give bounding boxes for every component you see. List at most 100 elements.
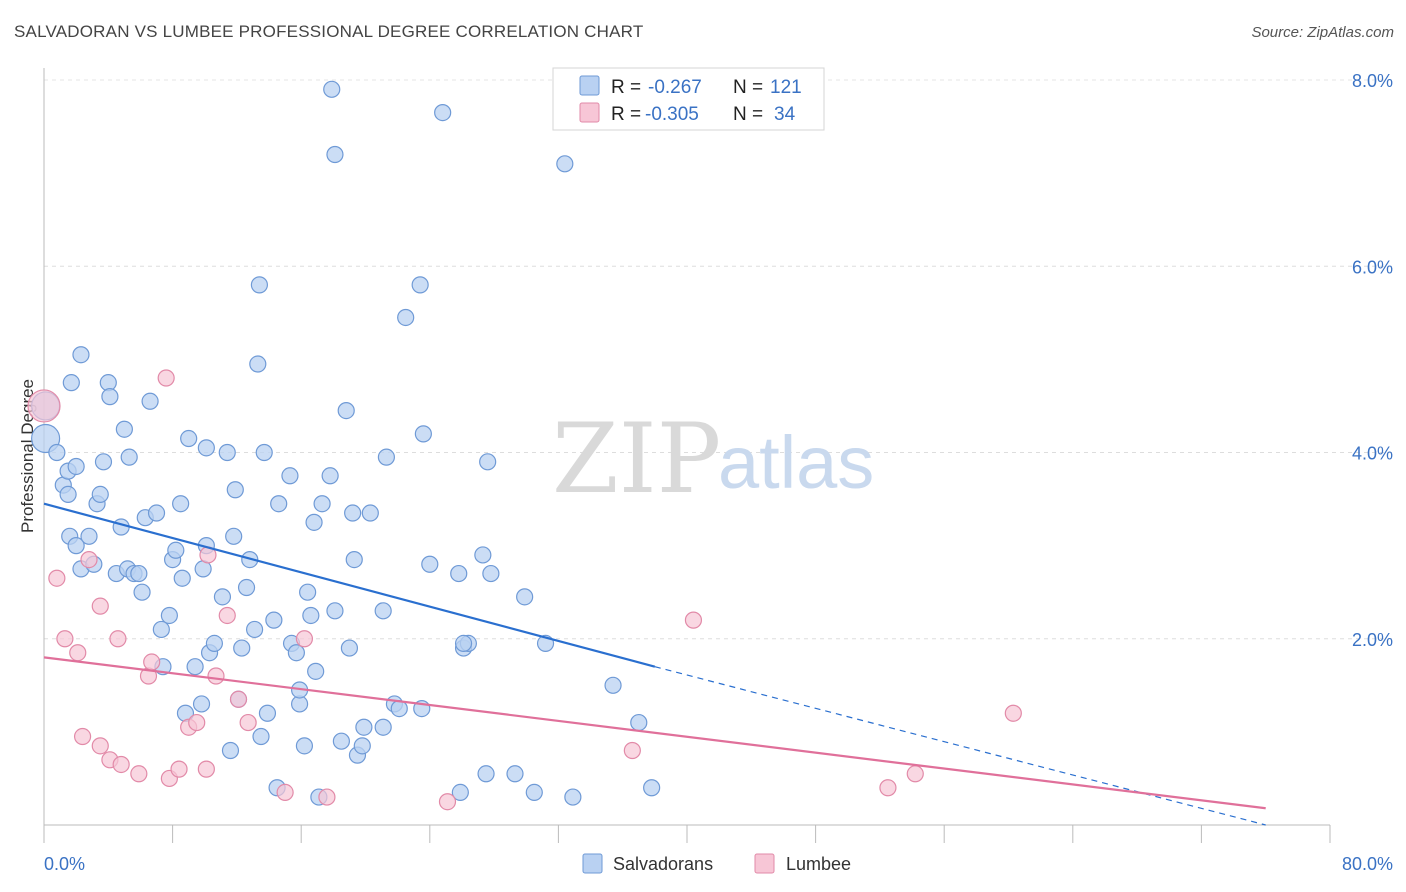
y-tick-label: 8.0% [1352, 71, 1393, 91]
lumbee-trend-line [43, 656, 1266, 810]
lumbee-point [623, 741, 641, 760]
salvadoran-point [506, 765, 524, 783]
salvadoran-point [72, 346, 90, 364]
lumbee-point [197, 760, 215, 778]
salvadoran-point [326, 145, 344, 164]
salvadoran-point [313, 495, 331, 513]
lumbee-point [879, 779, 897, 797]
salvadoran-point [218, 443, 236, 462]
salvadoran-point [147, 504, 166, 522]
salvadoran-point [133, 583, 151, 601]
salvadoran-point [321, 467, 339, 485]
lumbee-point [48, 569, 66, 587]
lumbee-point [157, 369, 175, 387]
salvadoran-point [479, 453, 497, 471]
salvadoran-point [345, 550, 363, 569]
salvadoran-point [101, 388, 119, 406]
series-legend: Salvadorans Lumbee [582, 853, 851, 874]
salvadoran-point [340, 639, 359, 657]
salvadoran-point [130, 564, 148, 583]
salvadoran-point [265, 611, 283, 629]
salvadoran-point [414, 425, 432, 443]
lumbee-point [218, 606, 236, 625]
legend-n-label-2: N = [733, 104, 763, 125]
y-tick-label: 4.0% [1352, 444, 1393, 464]
salvadoran-point [411, 276, 429, 294]
salvadoran-point [167, 541, 185, 559]
salvadoran-point [630, 713, 648, 732]
correlation-legend: R = -0.267 N = 121 R = -0.305 N = 34 [552, 67, 825, 131]
x-tick-label-min: 0.0% [44, 854, 85, 874]
lumbee-point [276, 783, 294, 802]
salvadoran-point [172, 495, 190, 513]
salvadoran-point [120, 448, 138, 466]
bottom-legend-lumbee-label: Lumbee [786, 854, 851, 874]
lumbee-point [109, 630, 127, 648]
lumbee-point [56, 630, 74, 648]
lumbee-point [438, 793, 457, 811]
salvadoran-point [173, 569, 191, 587]
lumbee-point [1004, 704, 1022, 722]
salvadoran-point [323, 80, 341, 98]
salvadoran-point [450, 564, 468, 583]
legend-r-value-2: -0.305 [645, 104, 699, 125]
y-tick-label: 2.0% [1352, 630, 1393, 650]
lumbee-point [229, 690, 248, 708]
lumbee-point [188, 713, 206, 732]
salvadoran-point [353, 737, 371, 755]
lumbee-point [906, 765, 924, 783]
salvadoran-point [62, 374, 80, 392]
salvadoran-point [152, 620, 170, 639]
lumbee-point [295, 630, 314, 648]
salvadoran-point [252, 727, 270, 746]
salvadoran-point [281, 467, 299, 485]
salvadoran-point [221, 741, 240, 760]
watermark-atlas: atlas [718, 421, 874, 504]
salvadoran-point [454, 634, 473, 653]
salvadoran-point [258, 704, 277, 722]
salvadoran-point [225, 527, 243, 545]
salvadoran-point [477, 765, 495, 783]
lumbee-points [27, 369, 1022, 811]
lumbee-point [91, 737, 109, 755]
salvadoran-point [604, 676, 622, 694]
salvadoran-point [355, 718, 373, 736]
salvadoran-point [91, 485, 109, 504]
bottom-legend-salvadoran-swatch [582, 853, 603, 874]
salvadoran-point [186, 658, 204, 676]
salvadoran-point [374, 602, 392, 620]
lumbee-point [112, 755, 130, 774]
lumbee-point [143, 653, 161, 671]
salvadoran-point [180, 429, 198, 448]
legend-n-label-1: N = [733, 77, 763, 98]
salvadoran-point [516, 588, 534, 606]
salvadoran-point [397, 308, 415, 327]
salvadoran-point [226, 481, 244, 499]
watermark: ZIP atlas [552, 403, 874, 515]
salvadoran-point [344, 504, 362, 522]
salvadoran-point [233, 639, 251, 657]
trend-lines [43, 502, 1266, 826]
salvadoran-point [482, 564, 500, 583]
legend-r-label-2: R = [611, 104, 641, 125]
salvadoran-point [556, 155, 574, 173]
lumbee-point [318, 788, 336, 806]
salvadoran-point [525, 783, 543, 802]
source-label: Source: ZipAtlas.com [1251, 24, 1394, 41]
salvadoran-point [421, 555, 439, 573]
salvadoran-point [307, 662, 325, 680]
salvadoran-point [213, 588, 232, 606]
y-tick-label: 6.0% [1352, 257, 1393, 277]
salvadoran-point [67, 457, 85, 476]
salvadoran-point [474, 546, 492, 564]
salvadoran-point [332, 732, 350, 750]
salvadoran-point [337, 401, 355, 420]
salvadoran-point [434, 103, 452, 122]
lumbee-point [239, 713, 257, 732]
chart-title: SALVADORAN VS LUMBEE PROFESSIONAL DEGREE… [14, 22, 644, 41]
lumbee-point [684, 611, 703, 629]
salvadoran-point [643, 779, 661, 797]
salvadoran-point [295, 737, 314, 755]
legend-n-value-1: 121 [770, 77, 802, 98]
